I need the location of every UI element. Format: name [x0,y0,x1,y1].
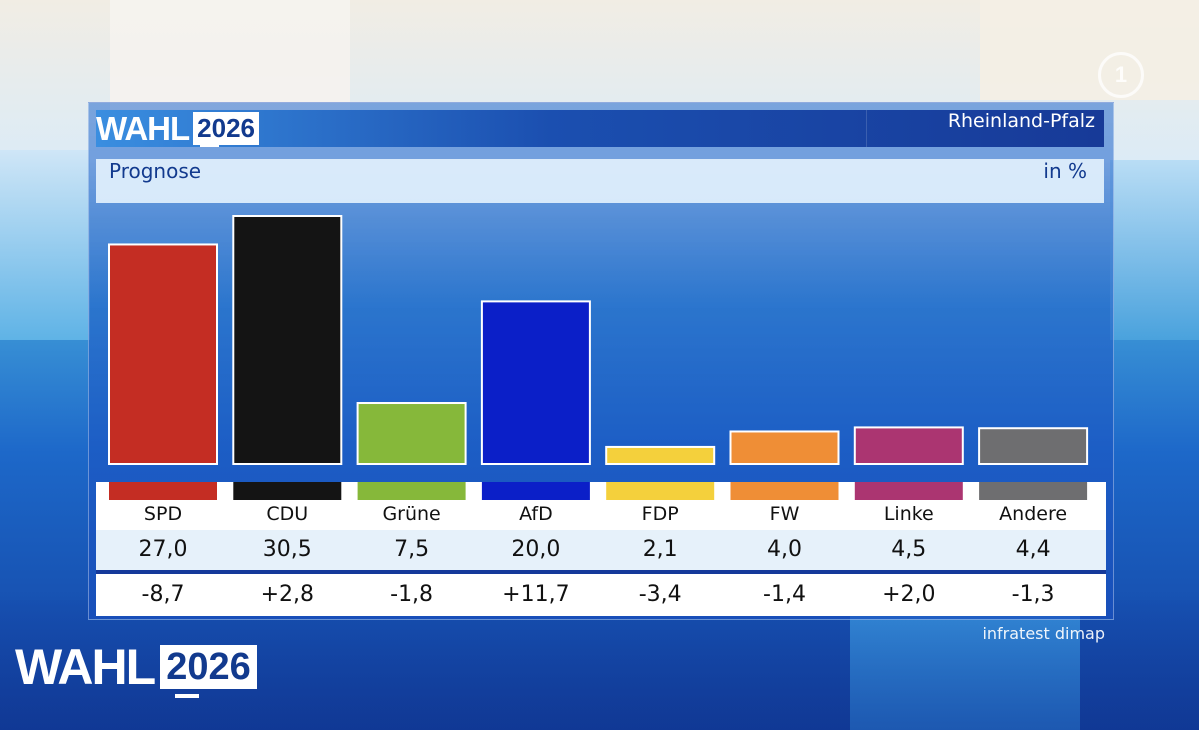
bar-cdu [232,215,343,465]
party-value: 4,5 [891,537,927,562]
color-swatch-andere [979,482,1088,500]
party-name: AfD [519,503,553,525]
bar-andere [978,427,1089,466]
header-bar [96,110,1104,147]
background-block [0,150,90,340]
party-name: CDU [266,503,309,525]
color-swatch-cdu [233,482,342,500]
color-swatch-fw [730,482,839,500]
color-swatch-fdp [606,482,715,500]
party-change: +2,0 [882,582,936,607]
bar-fdp [605,445,716,465]
background-block [980,0,1199,100]
party-value: 4,4 [1015,537,1051,562]
party-value: 2,1 [642,537,678,562]
color-swatch-spd [109,482,217,500]
bar-afd [480,300,591,465]
party-name: FDP [641,503,679,525]
region-title: Rheinland-Pfalz [947,110,1095,132]
source-label: infratest dimap [982,624,1105,643]
party-name: Grüne [382,503,441,525]
party-value: 27,0 [138,537,188,562]
unit-label: in % [1043,159,1087,183]
election-logo-word: WAHL [96,110,220,147]
bar-fw [729,430,840,465]
bar-linke [853,426,964,466]
bar-grüne [356,402,467,465]
broadcaster-logo-icon: 1 [1098,52,1144,98]
table-divider [96,570,1106,574]
changes-row [96,574,1106,616]
election-logo-large-year: 2026 [160,645,257,689]
party-name: FW [769,503,800,525]
header-divider [866,110,867,147]
party-name: SPD [143,503,183,525]
party-change: +11,7 [502,582,570,607]
color-swatch-afd [481,482,590,500]
party-name: Andere [999,503,1068,525]
party-value: 7,5 [394,537,430,562]
values-row [96,530,1106,570]
party-change: -1,8 [390,582,434,607]
election-logo-year: 2026 [193,112,259,145]
party-change: -8,7 [141,582,185,607]
background-block [1110,160,1199,340]
party-change: -1,3 [1011,582,1055,607]
party-value: 20,0 [511,537,561,562]
party-change: -1,4 [763,582,806,607]
background-block [110,0,350,110]
party-change: +2,8 [260,582,314,607]
bar-spd [108,243,218,465]
party-value: 30,5 [262,537,312,562]
party-name: Linke [883,503,934,525]
color-swatch-grüne [357,482,466,500]
party-value: 4,0 [767,537,802,562]
party-change: -3,4 [638,582,682,607]
election-logo-large: WAHL 2026 [15,639,257,698]
election-logo: WAHL 2026 [96,110,259,147]
chart-title: Prognose [109,159,202,183]
election-logo-large-word: WAHL [15,639,200,698]
subtitle-bar [96,159,1104,203]
logo-glyph: 1 [1114,62,1128,87]
color-swatch-linke [854,482,963,500]
